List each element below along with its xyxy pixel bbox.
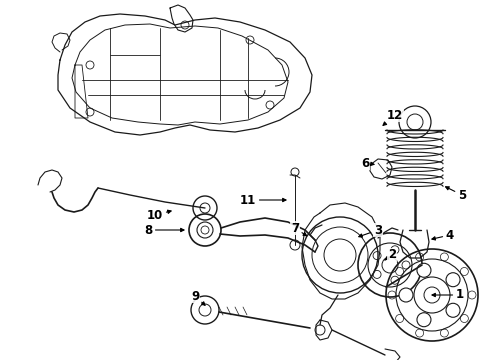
- Text: 7: 7: [291, 221, 307, 236]
- Circle shape: [417, 313, 431, 327]
- Circle shape: [417, 263, 431, 277]
- Text: 5: 5: [445, 187, 466, 202]
- Text: 10: 10: [147, 208, 171, 221]
- Text: 6: 6: [361, 157, 374, 170]
- Circle shape: [446, 273, 460, 287]
- Text: 11: 11: [240, 194, 286, 207]
- Circle shape: [399, 288, 413, 302]
- Text: 8: 8: [144, 224, 184, 237]
- Text: 3: 3: [359, 224, 382, 237]
- Text: 2: 2: [385, 248, 396, 261]
- Text: 12: 12: [383, 108, 403, 125]
- Text: 1: 1: [432, 288, 464, 302]
- Text: 9: 9: [191, 289, 205, 305]
- Text: 4: 4: [432, 229, 454, 242]
- Circle shape: [446, 303, 460, 317]
